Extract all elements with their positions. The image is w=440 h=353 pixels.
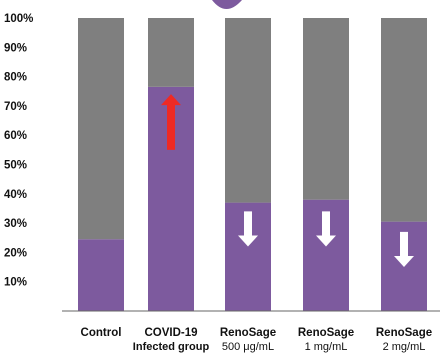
bar-segment-upper xyxy=(225,18,271,203)
down-arrow-icon xyxy=(316,211,336,247)
down-arrow-icon xyxy=(238,211,258,247)
y-tick-label: 20% xyxy=(4,247,27,259)
y-tick-label: 30% xyxy=(4,218,27,230)
y-axis-ticks: 10% 20% 30% 40% 50% 60% 70% 80% 90% 100% xyxy=(4,13,33,289)
up-arrow-icon xyxy=(161,94,181,150)
x-axis-labels: Control COVID-19 Infected group RenoSage 500… xyxy=(81,327,433,353)
x-tick-label: RenoSage xyxy=(376,327,432,339)
y-tick-label: 70% xyxy=(4,101,27,113)
x-tick-sublabel: 2 mg/mL xyxy=(383,341,426,353)
y-tick-label: 50% xyxy=(4,160,27,172)
x-tick-sublabel: Infected group xyxy=(133,341,210,353)
x-tick-sublabel: 500 μg/mL xyxy=(222,341,274,353)
x-tick-label: COVID-19 xyxy=(144,327,197,339)
arrows-layer xyxy=(161,94,414,268)
y-tick-label: 60% xyxy=(4,130,27,142)
y-tick-label: 80% xyxy=(4,72,27,84)
down-arrow-icon xyxy=(394,231,414,268)
x-tick-label: RenoSage xyxy=(298,327,354,339)
bar-segment-upper xyxy=(148,18,194,87)
y-tick-label: 10% xyxy=(4,277,27,289)
y-tick-label: 40% xyxy=(4,189,27,201)
bar-segment-upper xyxy=(78,18,124,240)
x-tick-sublabel: 1 mg/mL xyxy=(305,341,348,353)
bar-segment-lower xyxy=(78,239,124,311)
x-tick-label: Control xyxy=(81,327,122,339)
y-tick-label: 100% xyxy=(4,13,33,25)
x-tick-label: RenoSage xyxy=(220,327,276,339)
y-tick-label: 90% xyxy=(4,42,27,54)
bar-segment-upper xyxy=(303,18,349,200)
decorative-top-shape xyxy=(212,0,242,9)
bar-segment-upper xyxy=(381,18,427,222)
bars-layer xyxy=(78,18,427,311)
